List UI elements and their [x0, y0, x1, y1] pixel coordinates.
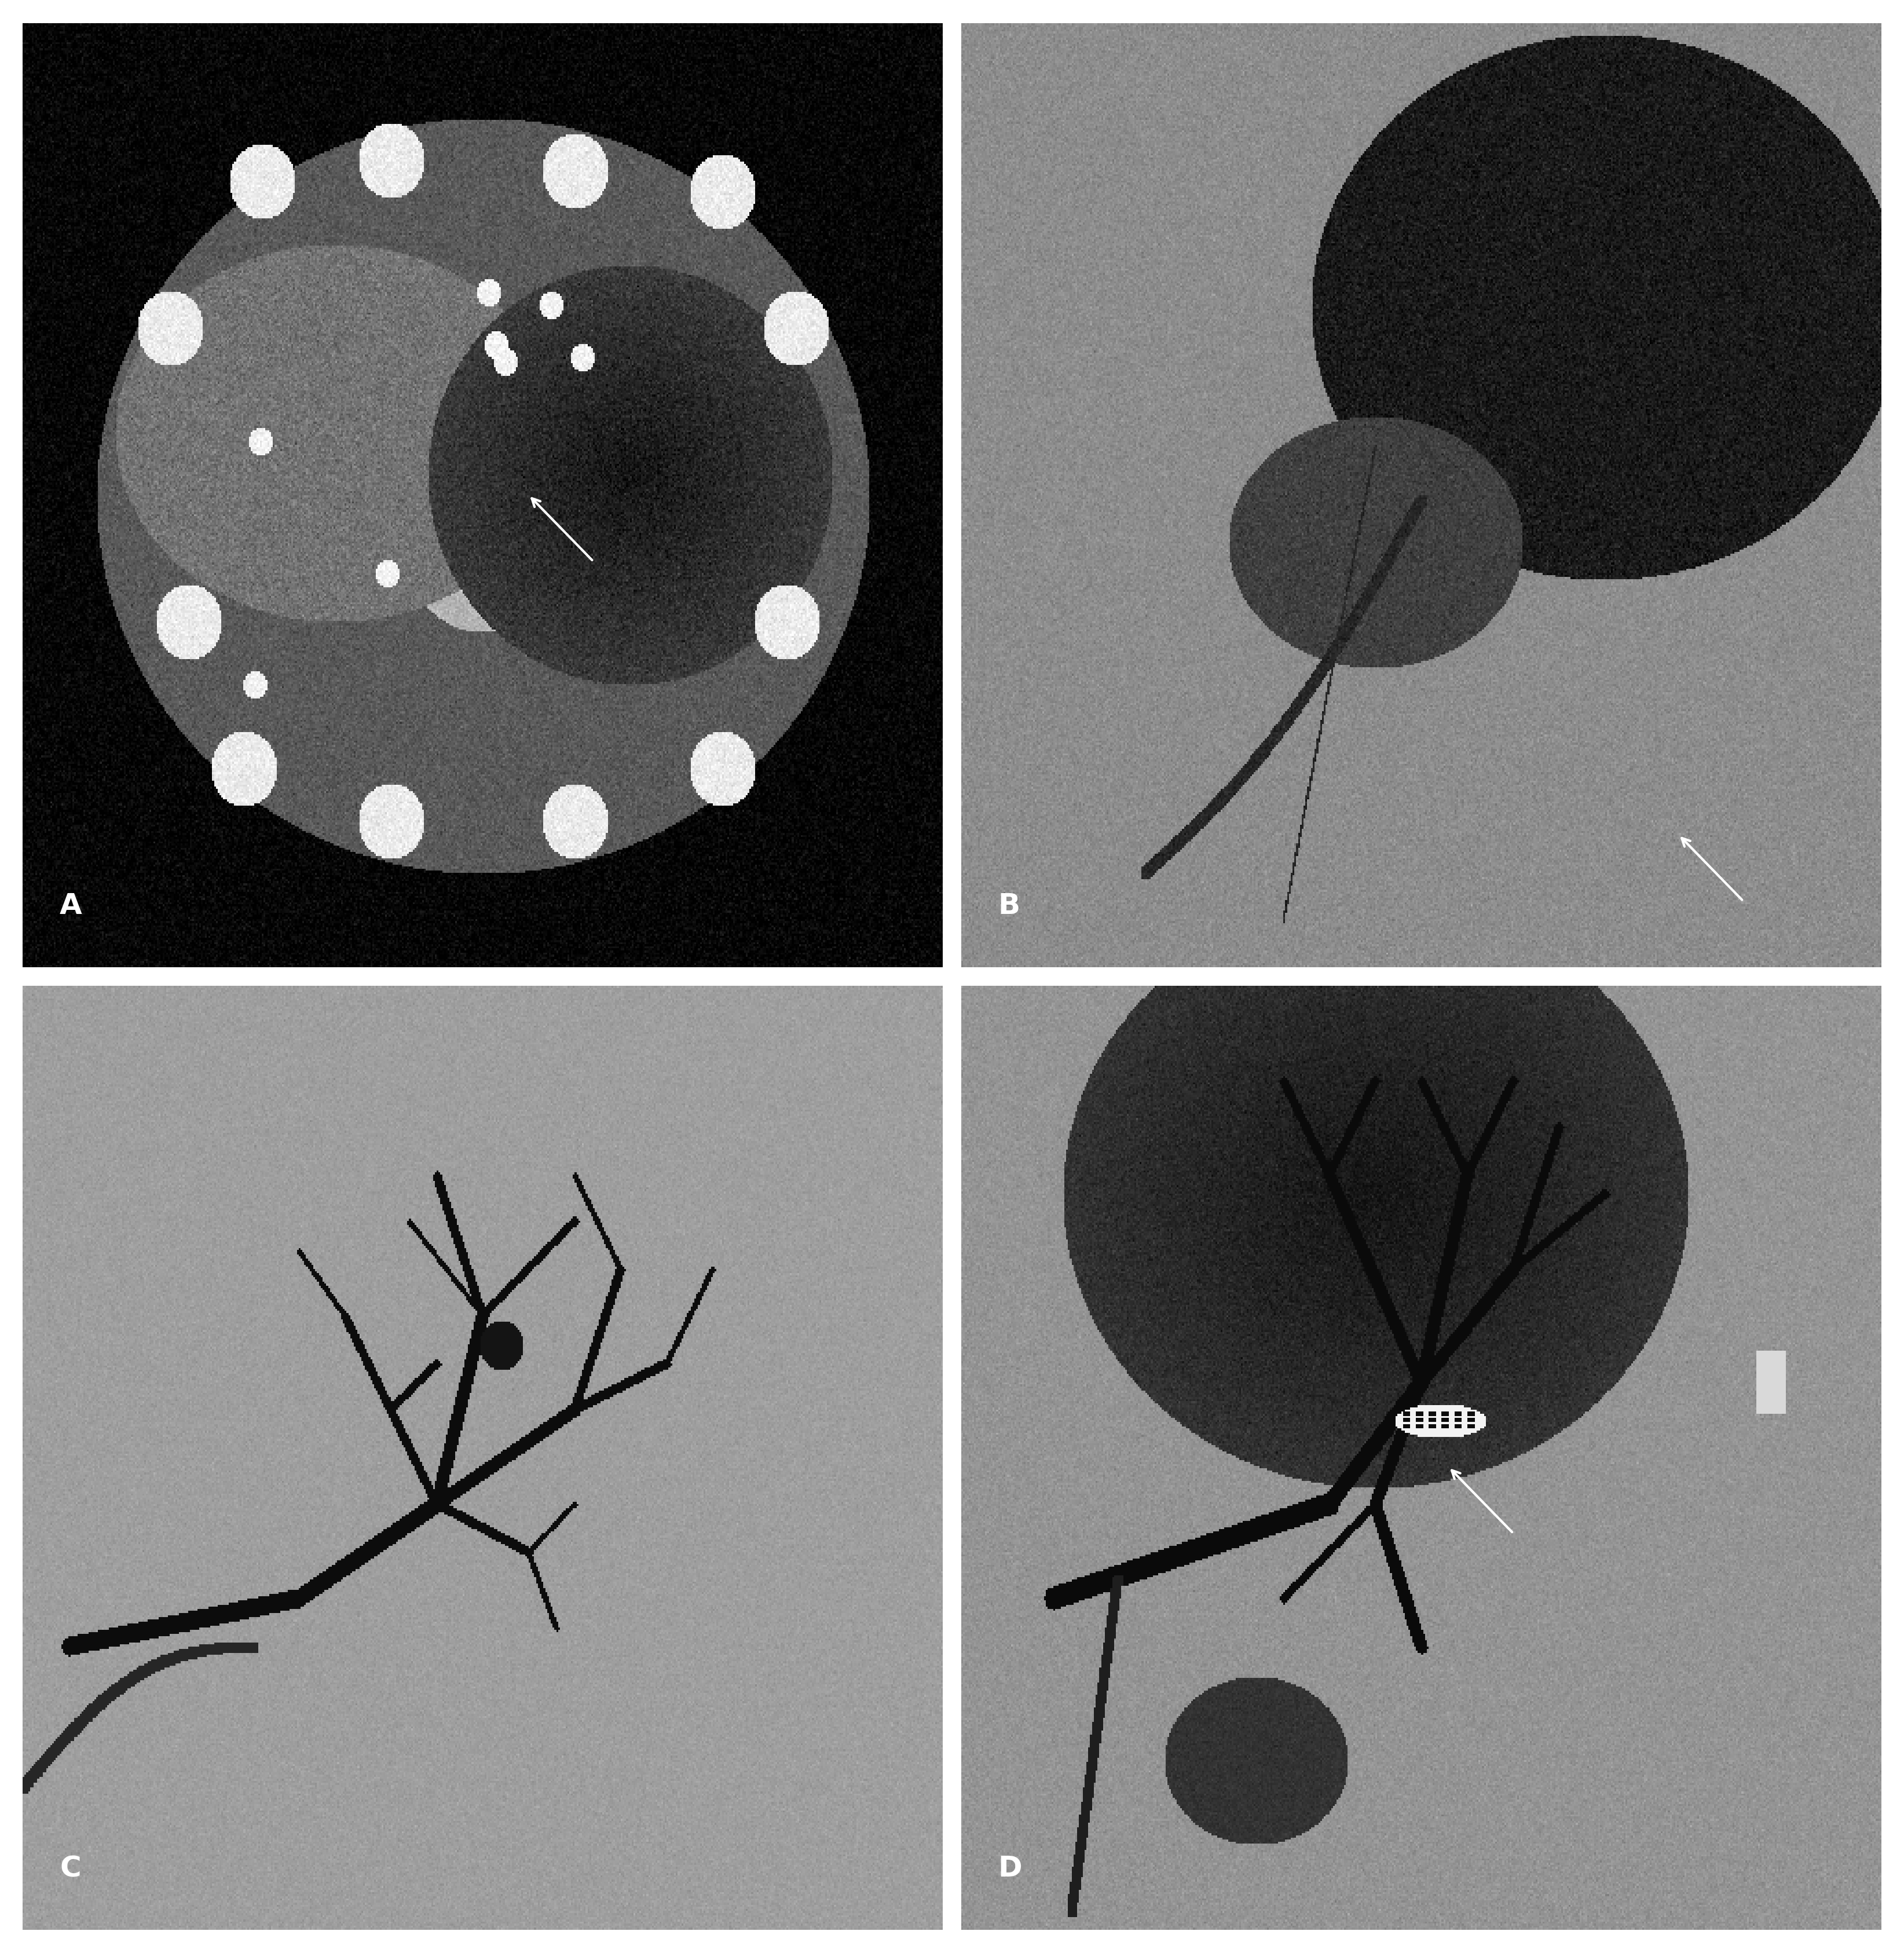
- Text: B: B: [998, 893, 1021, 920]
- Text: A: A: [59, 893, 82, 920]
- Text: C: C: [59, 1855, 82, 1883]
- Text: D: D: [998, 1855, 1022, 1883]
